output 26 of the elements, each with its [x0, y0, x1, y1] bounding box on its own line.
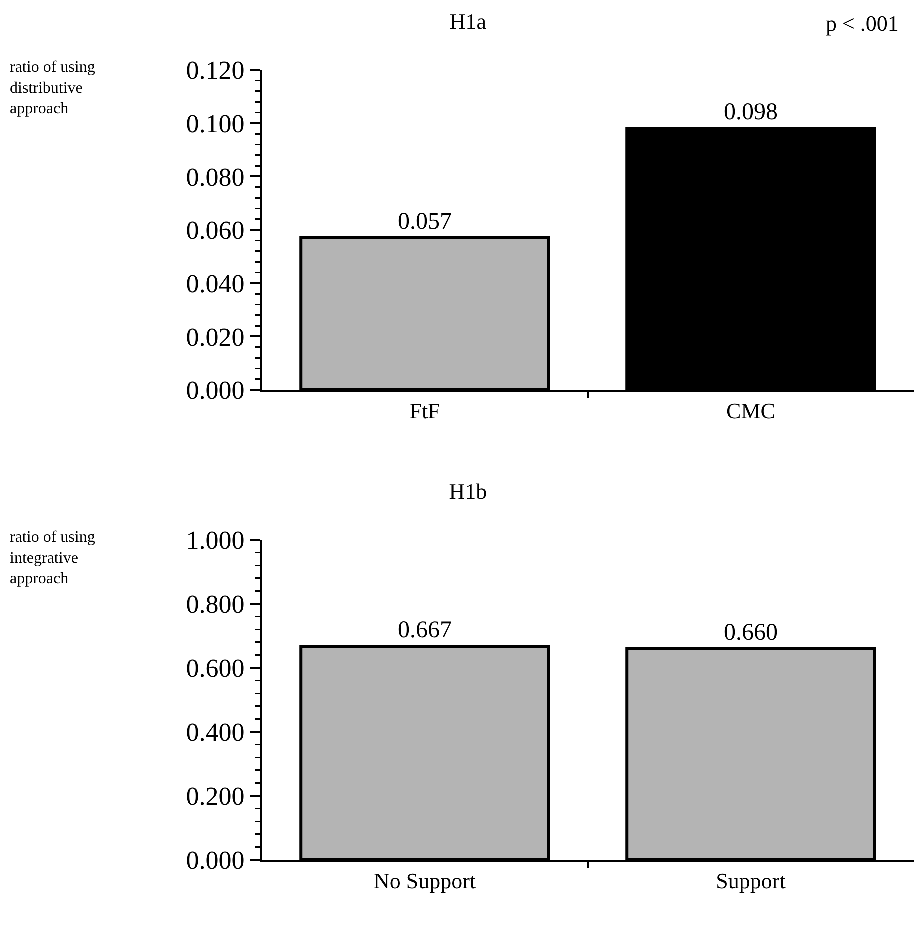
y-tick-label: 0.200	[186, 782, 245, 812]
y-tick-label: 0.400	[186, 718, 245, 748]
y-tick-label: 0.600	[186, 654, 245, 684]
x-tick-label: FtF	[410, 398, 440, 424]
y-tick-label: 0.040	[186, 269, 245, 298]
data-label: 0.098	[724, 100, 778, 126]
x-tick-label: Support	[716, 868, 786, 894]
y-tick-label: 0.000	[186, 846, 245, 876]
data-label: 0.667	[398, 618, 452, 644]
chart-title: H1a	[450, 9, 487, 34]
y-axis-title: ratio of using integrative approach	[10, 529, 96, 588]
x-tick-label: CMC	[726, 398, 776, 424]
y-tick-label: 0.800	[186, 590, 245, 620]
data-label: 0.660	[724, 620, 778, 646]
y-tick-label: 1.000	[186, 526, 245, 556]
y-tick-label: 0.060	[186, 216, 245, 246]
y-axis-title: ratio of using distributive approach	[10, 59, 96, 118]
text: p < .001	[826, 11, 899, 36]
chart-title: H1b	[449, 479, 488, 504]
y-tick-label: 0.020	[186, 322, 245, 352]
y-tick-label: 0.120	[186, 56, 245, 86]
data-label: 0.057	[398, 209, 452, 235]
x-tick-label: No Support	[374, 868, 476, 894]
y-tick-label: 0.080	[186, 162, 245, 192]
y-tick-label: 0.100	[186, 109, 245, 138]
y-tick-label: 0.000	[186, 376, 245, 406]
